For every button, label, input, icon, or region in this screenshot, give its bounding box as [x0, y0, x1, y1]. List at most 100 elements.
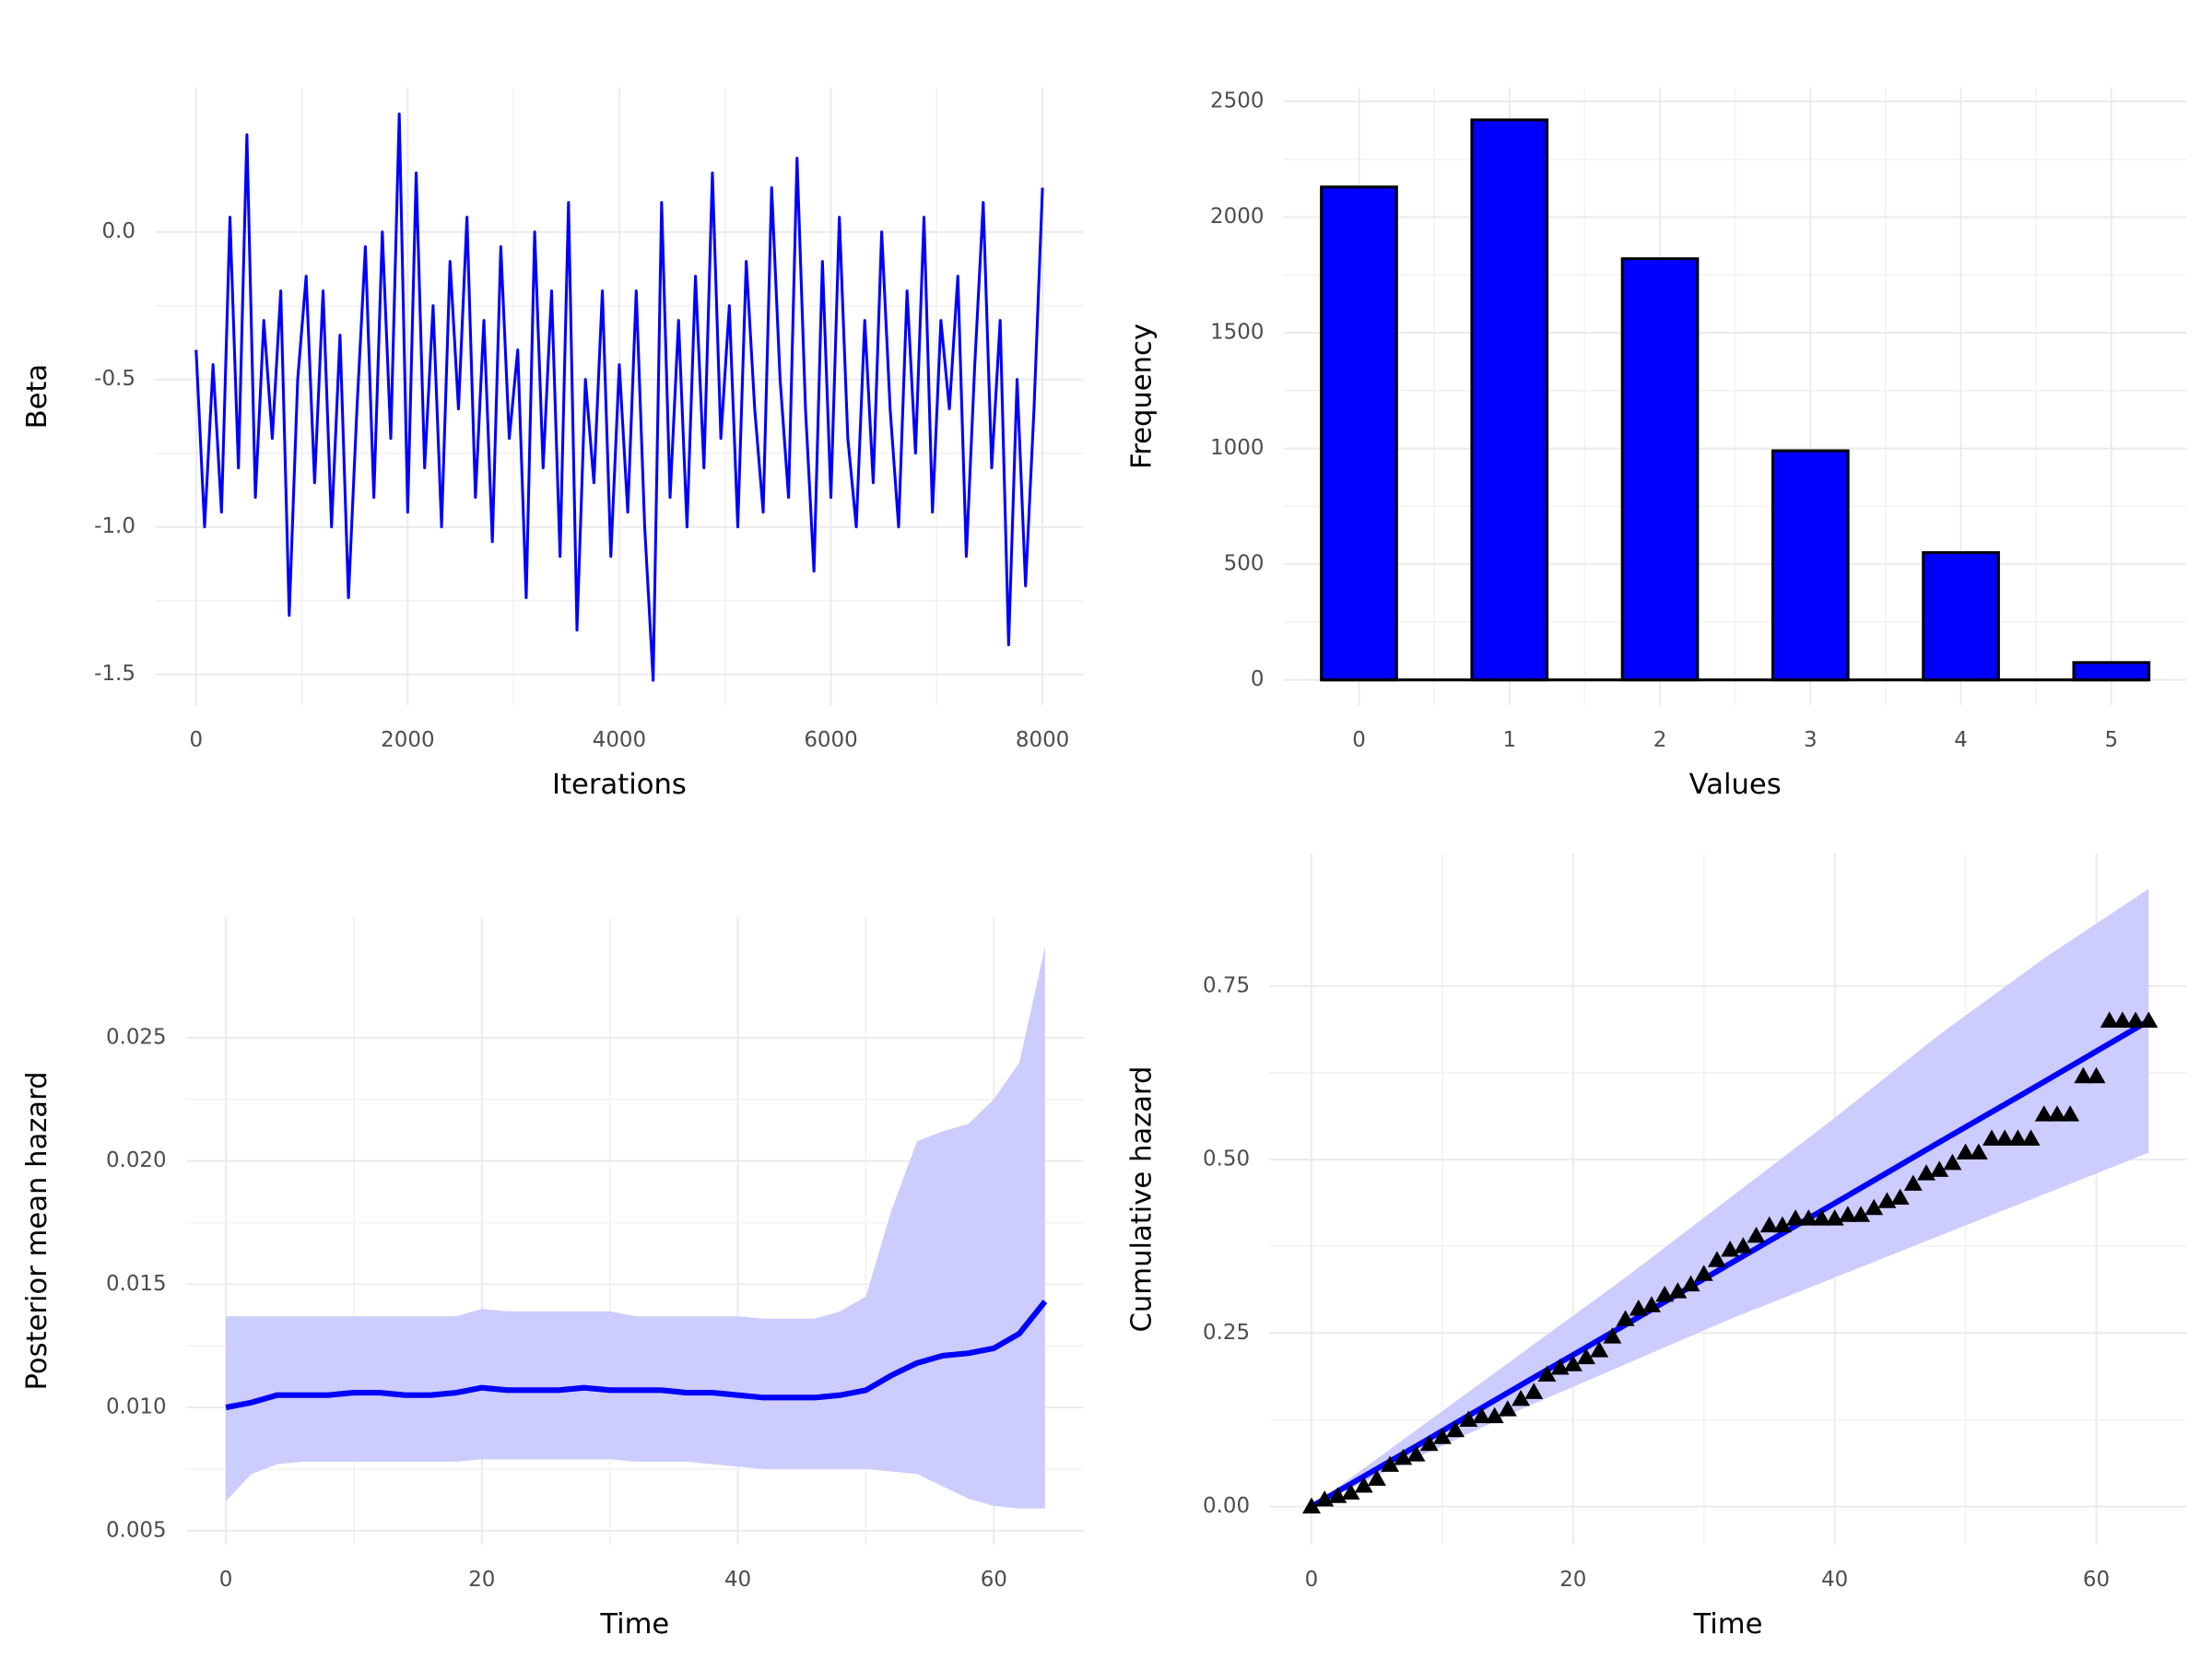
point: [1616, 1310, 1635, 1326]
point: [1446, 1420, 1465, 1438]
y-tick-label: 0.75: [1203, 973, 1250, 997]
point: [1759, 1216, 1779, 1233]
x-tick-label: 60: [981, 1568, 1007, 1592]
point: [2112, 1011, 2132, 1028]
x-tick-label: 2: [1653, 728, 1667, 752]
point: [1590, 1341, 1609, 1358]
credible-band: [226, 946, 1045, 1509]
point: [1681, 1275, 1700, 1292]
point: [2008, 1129, 2028, 1146]
y-axis-title: Frequency: [1125, 324, 1158, 469]
x-axis-title: Values: [1689, 769, 1782, 801]
point: [2074, 1066, 2093, 1084]
point: [2021, 1129, 2041, 1146]
point: [1903, 1174, 1923, 1191]
y-axis-title: Beta: [21, 364, 53, 429]
y-tick-label: 0.00: [1203, 1494, 1250, 1518]
panel: 0.005 0.010 0.015 0.020 0.025 0 20 40 60 Time Post…: [21, 916, 1084, 1641]
bar: [1470, 118, 1549, 682]
point: [1419, 1434, 1439, 1452]
point: [1577, 1347, 1595, 1365]
x-tick-label: 0: [1352, 728, 1366, 752]
x-tick-label: 40: [724, 1568, 751, 1592]
point: [1969, 1143, 1988, 1160]
point: [1485, 1406, 1504, 1424]
point: [1524, 1382, 1544, 1399]
point: [1603, 1327, 1622, 1344]
point: [2061, 1105, 2080, 1122]
point: [1694, 1265, 1713, 1281]
credible-band: [1311, 888, 2149, 1507]
x-tick-label: 60: [2083, 1568, 2110, 1592]
point: [1890, 1188, 1910, 1205]
bar: [2072, 661, 2151, 682]
point: [1838, 1206, 1857, 1222]
y-tick-label: 0.020: [106, 1148, 167, 1172]
y-tick-label: 500: [1224, 552, 1265, 576]
point: [1341, 1483, 1360, 1500]
x-tick-label: 1: [1502, 728, 1516, 752]
bar: [1922, 551, 2000, 682]
point: [1406, 1445, 1426, 1462]
x-tick-label: 3: [1804, 728, 1818, 752]
y-tick-label: 1000: [1210, 436, 1264, 460]
x-tick-label: 20: [468, 1568, 495, 1592]
point: [1563, 1355, 1583, 1371]
y-tick-label: 0.025: [106, 1025, 167, 1049]
x-tick-label: 4: [1954, 728, 1968, 752]
x-tick-label: 0: [219, 1568, 233, 1592]
point: [2100, 1011, 2119, 1028]
x-axis-title: Iterations: [552, 769, 687, 801]
x-tick-label: 8000: [1016, 728, 1069, 752]
line: [194, 112, 1044, 682]
point: [1799, 1209, 1818, 1226]
point: [1747, 1226, 1766, 1243]
point: [1512, 1389, 1530, 1406]
y-tick-label: -1.5: [94, 662, 135, 686]
point: [2126, 1011, 2146, 1028]
point: [1734, 1237, 1753, 1253]
x-axis-title: Time: [1693, 1608, 1763, 1641]
x-tick-label: 0: [1305, 1568, 1319, 1592]
point: [1668, 1282, 1688, 1299]
point: [2139, 1011, 2159, 1028]
y-tick-label: 1500: [1210, 321, 1264, 345]
point: [2087, 1066, 2106, 1084]
y-tick-label: 0.25: [1203, 1321, 1250, 1345]
point: [1707, 1251, 1726, 1267]
line: [1310, 1018, 2150, 1510]
point: [1642, 1296, 1661, 1312]
x-tick-label: 4000: [593, 728, 646, 752]
point: [1772, 1216, 1792, 1233]
point: [1354, 1477, 1373, 1493]
point: [1498, 1400, 1517, 1417]
x-tick-label: 6000: [804, 728, 857, 752]
x-tick-label: 40: [1821, 1568, 1848, 1592]
bar: [1771, 449, 1850, 682]
point: [1786, 1209, 1806, 1226]
point: [1852, 1206, 1871, 1222]
point: [1537, 1365, 1557, 1382]
point: [1983, 1129, 2001, 1146]
x-tick-label: 20: [1559, 1568, 1586, 1592]
bar: [1320, 185, 1398, 682]
point: [1956, 1143, 1975, 1160]
y-tick-label: 0.010: [106, 1395, 167, 1419]
point: [2034, 1105, 2053, 1122]
y-tick-label: 0.0: [101, 219, 135, 243]
point: [1812, 1209, 1831, 1226]
y-axis-title: Posterior mean hazard: [21, 1071, 53, 1390]
panel: 0 500 1000 1500 2000 2500 0 1 2 3 4 5 Values Frequenc…: [1125, 87, 2187, 801]
y-axis-title: Cumulative hazard: [1125, 1066, 1158, 1333]
x-axis-title: Time: [599, 1608, 669, 1641]
point: [1432, 1428, 1452, 1444]
y-tick-label: -0.5: [94, 367, 135, 391]
point: [1381, 1455, 1400, 1472]
y-tick-label: 0.50: [1203, 1147, 1250, 1171]
y-tick-label: 2000: [1210, 205, 1264, 229]
panel: 0.00 0.25 0.50 0.75 0 20 40 60 Time Cumulative ha…: [1125, 853, 2187, 1641]
point: [1302, 1497, 1321, 1514]
point: [1472, 1406, 1491, 1424]
x-tick-label: 2000: [381, 728, 434, 752]
